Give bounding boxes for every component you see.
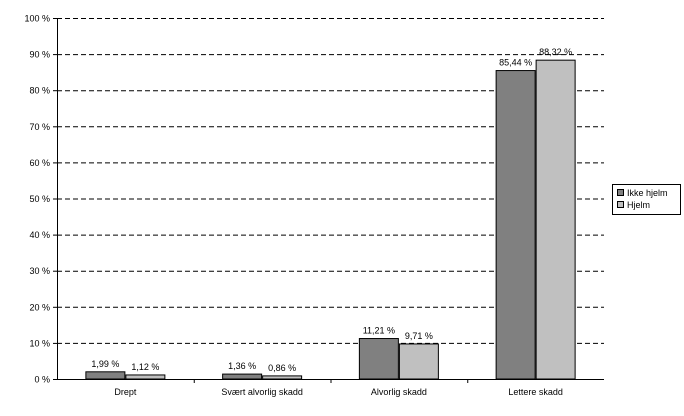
data-labels: 1,99 % 1,12 % 1,36 % 0,86 % 11,21 % 9,71 % 85,… [91, 47, 572, 373]
y-tick-label: 70 % [29, 122, 50, 132]
y-tick-label: 90 % [29, 50, 50, 60]
bar [535, 59, 576, 380]
legend-swatch [617, 189, 624, 196]
bar [495, 70, 536, 380]
bars [85, 59, 576, 380]
y-tick-label: 50 % [29, 194, 50, 204]
category-label: Lettere skadd [508, 387, 563, 397]
y-tick-label: 100 % [24, 14, 50, 24]
y-tick-label: 40 % [29, 230, 50, 240]
bar [222, 373, 263, 380]
y-tick-label: 20 % [29, 302, 50, 312]
y-tick-label: 80 % [29, 86, 50, 96]
category-label: Drept [114, 387, 137, 397]
legend-swatch [617, 201, 624, 208]
data-label: 9,71 % [405, 331, 433, 341]
bar [125, 374, 166, 380]
y-tick-label: 30 % [29, 266, 50, 276]
bar [262, 375, 303, 380]
category-labels: Drept Svært alvorlig skadd Alvorlig skadd L… [114, 387, 563, 397]
data-label: 11,21 % [363, 326, 395, 336]
category-label: Svært alvorlig skadd [221, 387, 303, 397]
data-label: 1,36 % [228, 361, 256, 371]
data-label: 0,86 % [268, 363, 296, 373]
category-label: Alvorlig skadd [371, 387, 427, 397]
bar [358, 338, 399, 380]
gridlines [57, 18, 604, 344]
y-tick-label: 60 % [29, 158, 50, 168]
bar [398, 343, 439, 380]
axes [57, 18, 604, 383]
legend-label: Hjelm [627, 200, 650, 210]
y-axis-ticks: 0 % 10 % 20 % 30 % 40 % 50 % 60 % 70 % 80 % 90 % 1… [24, 14, 57, 385]
data-label: 1,12 % [131, 362, 159, 372]
legend: Ikke hjelm Hjelm [612, 184, 681, 215]
y-tick-label: 0 % [34, 375, 50, 385]
legend-label: Ikke hjelm [627, 188, 668, 198]
data-label: 85,44 % [499, 58, 532, 68]
bar [85, 371, 126, 380]
data-label: 88,32 % [539, 47, 572, 57]
data-label: 1,99 % [91, 359, 119, 369]
y-tick-label: 10 % [29, 338, 50, 348]
